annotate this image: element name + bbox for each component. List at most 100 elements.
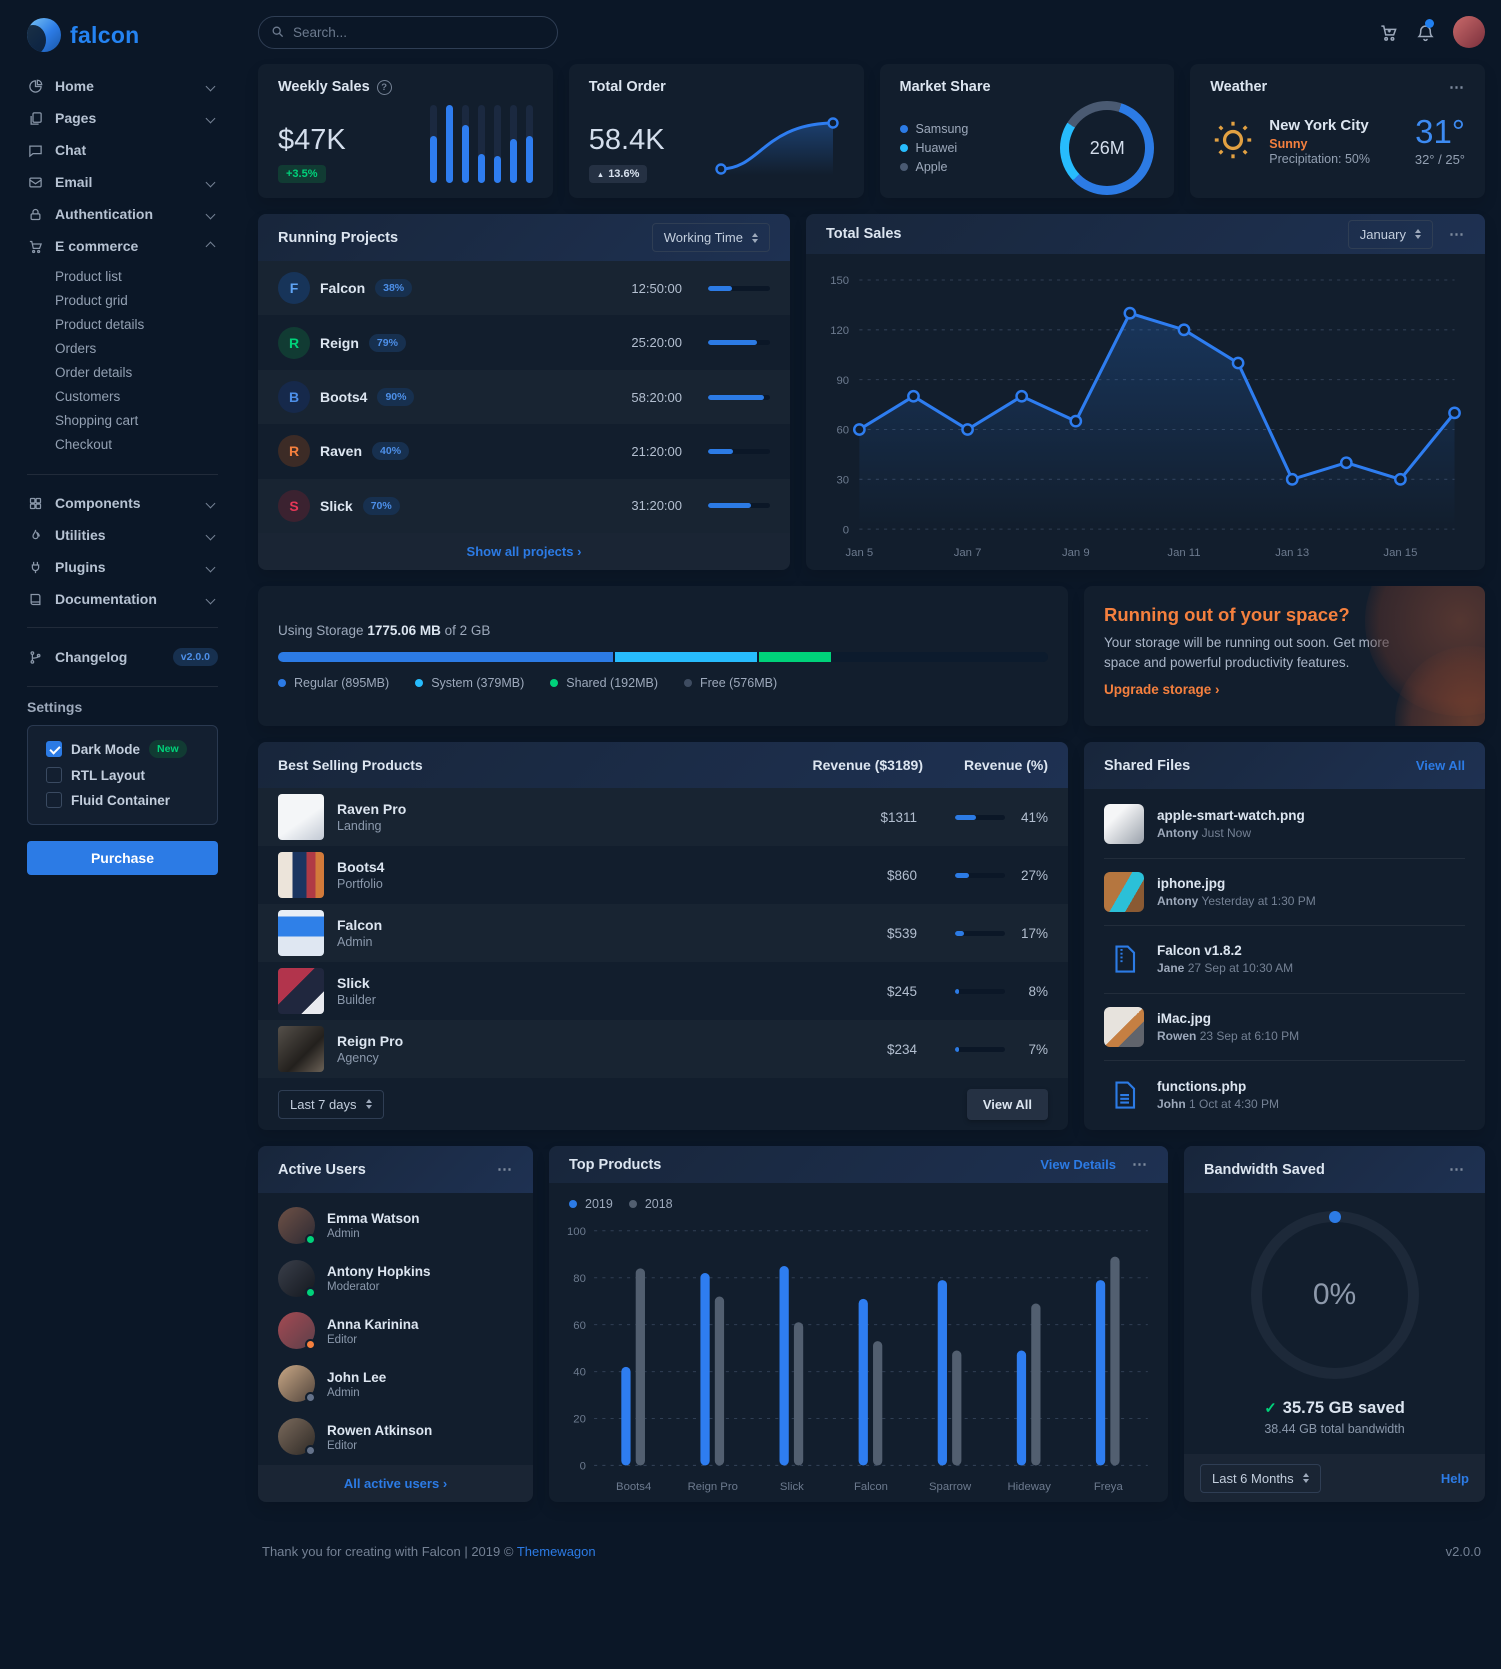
user-name[interactable]: Anna Karinina [327, 1316, 419, 1332]
project-name[interactable]: Reign [320, 334, 359, 351]
product-revenue: $234 [886, 1041, 917, 1057]
card-title: Active Users [278, 1161, 366, 1178]
project-name[interactable]: Raven [320, 443, 363, 460]
cart-plus-icon[interactable] [1379, 23, 1398, 42]
card-menu-dots[interactable]: ⋯ [1449, 78, 1465, 96]
user-list: Emma Watson Admin Antony Hopkins Moderator… [258, 1193, 533, 1465]
svg-text:30: 30 [836, 475, 849, 487]
user-name[interactable]: John Lee [327, 1369, 387, 1385]
sidebar-item-product-list[interactable]: Product list [55, 268, 122, 284]
file-row[interactable]: apple-smart-watch.png Antony Just Now [1104, 791, 1465, 859]
sidebar-item-home[interactable]: Home [27, 70, 218, 102]
card-title: Bandwidth Saved [1204, 1161, 1325, 1178]
all-active-users-link[interactable]: All active users › [258, 1465, 533, 1502]
sidebar-item-product-grid[interactable]: Product grid [55, 292, 128, 308]
sidebar-item-plugins[interactable]: Plugins [27, 551, 218, 583]
sidebar-item-shopping-cart[interactable]: Shopping cart [55, 412, 139, 428]
purchase-button[interactable]: Purchase [27, 841, 218, 875]
sidebar-item-order-details[interactable]: Order details [55, 364, 133, 380]
option-label: Dark Mode [71, 741, 141, 757]
view-details-link[interactable]: View Details [1040, 1157, 1116, 1173]
product-name[interactable]: Reign Pro [337, 1033, 404, 1049]
project-name[interactable]: Slick [320, 497, 353, 514]
sidebar-item-product-details[interactable]: Product details [55, 316, 145, 332]
file-row[interactable]: iphone.jpg Antony Yesterday at 1:30 PM [1104, 859, 1465, 927]
working-time-select[interactable]: Working Time [651, 223, 770, 252]
rtl-layout-checkbox[interactable] [46, 767, 62, 783]
sidebar-item-label: Components [55, 495, 141, 511]
svg-text:150: 150 [830, 275, 849, 287]
view-all-button[interactable]: View All [966, 1088, 1048, 1120]
help-icon[interactable]: ? [376, 79, 392, 95]
search-input[interactable] [258, 15, 558, 49]
market-share-card: Market Share Samsung Huawei Apple 26M [879, 64, 1175, 198]
sidebar-item-customers[interactable]: Customers [55, 388, 121, 404]
brand-logo[interactable]: falcon [27, 14, 218, 70]
card-menu-dots[interactable]: ⋯ [1449, 225, 1465, 243]
legend-dot [899, 125, 908, 133]
file-row[interactable]: functions.php John 1 Oct at 4:30 PM [1104, 1061, 1465, 1128]
topnav-actions [1379, 16, 1485, 48]
show-all-projects-link[interactable]: Show all projects › [258, 533, 790, 570]
month-select[interactable]: January [1347, 219, 1433, 249]
sidebar-item-pages[interactable]: Pages [27, 102, 218, 134]
sidebar-item-checkout[interactable]: Checkout [55, 436, 113, 452]
sidebar-item-authentication[interactable]: Authentication [27, 198, 218, 230]
sidebar-item-components[interactable]: Components [27, 487, 218, 519]
file-row[interactable]: iMac.jpg Rowen 23 Sep at 6:10 PM [1104, 994, 1465, 1062]
product-name[interactable]: Falcon [337, 917, 383, 933]
file-row[interactable]: Falcon v1.8.2 Jane 27 Sep at 10:30 AM [1104, 926, 1465, 994]
user-name[interactable]: Rowen Atkinson [327, 1422, 433, 1438]
file-user: Antony [1157, 893, 1199, 908]
project-progress-bar [708, 394, 770, 400]
upgrade-storage-link[interactable]: Upgrade storage › [1104, 682, 1220, 698]
card-menu-dots[interactable]: ⋯ [1449, 1161, 1465, 1178]
sidebar-item-chat[interactable]: Chat [27, 134, 218, 166]
dark-mode-checkbox[interactable] [46, 741, 62, 757]
envelope-icon [27, 175, 44, 190]
product-name[interactable]: Boots4 [337, 859, 385, 875]
project-name[interactable]: Boots4 [320, 389, 368, 406]
themewagon-link[interactable]: Themewagon [516, 1544, 596, 1559]
product-name[interactable]: Raven Pro [337, 801, 407, 817]
project-name[interactable]: Falcon [320, 280, 366, 297]
fluid-container-checkbox[interactable] [46, 792, 62, 808]
sidebar-item-orders[interactable]: Orders [55, 340, 97, 356]
legend-item: System (379MB) [415, 676, 524, 690]
view-all-link[interactable]: View All [1415, 758, 1465, 773]
date-range-select[interactable]: Last 7 days [278, 1089, 384, 1119]
gauge-progress-dot [1328, 1211, 1341, 1223]
card-menu-dots[interactable]: ⋯ [1132, 1156, 1148, 1174]
project-time: 25:20:00 [631, 335, 682, 351]
sidebar-item-documentation[interactable]: Documentation [27, 583, 218, 615]
user-avatar[interactable] [1453, 16, 1485, 48]
project-percent-badge: 79% [368, 333, 406, 352]
sidebar-item-utilities[interactable]: Utilities [27, 519, 218, 551]
project-percent-badge: 70% [362, 496, 400, 515]
user-name[interactable]: Antony Hopkins [327, 1264, 431, 1280]
help-link[interactable]: Help [1440, 1470, 1469, 1486]
sidebar-item-changelog[interactable]: Changelog v2.0.0 [27, 640, 218, 674]
product-percent: 8% [1028, 983, 1048, 999]
sidebar: falcon Home Pages Chat Email Authenticat… [0, 0, 242, 1669]
shared-files-card: Shared Files View All apple-smart-watch.… [1084, 742, 1485, 1130]
user-role: Moderator [327, 1281, 380, 1294]
product-name[interactable]: Slick [337, 975, 370, 991]
bandwidth-percent: 0% [1312, 1278, 1357, 1311]
project-progress-bar [708, 448, 770, 454]
weather-precipitation: Precipitation: 50% [1269, 151, 1371, 166]
project-list: F Falcon 38% 12:50:00 R Reign 79% 25:20:00 B… [258, 261, 790, 533]
list-item: Rowen Atkinson Editor [258, 1410, 533, 1463]
top-products-legend: 2019 2018 [549, 1183, 1168, 1211]
weekly-sales-value: $47K [278, 124, 346, 157]
user-name[interactable]: Emma Watson [327, 1211, 420, 1227]
bell-icon[interactable] [1416, 18, 1435, 42]
svg-text:Reign Pro: Reign Pro [688, 1481, 738, 1493]
sidebar-item-ecommerce[interactable]: E commerce [27, 230, 218, 262]
card-menu-dots[interactable]: ⋯ [497, 1161, 513, 1178]
sidebar-item-email[interactable]: Email [27, 166, 218, 198]
table-row: Reign Pro Agency $234 7% [258, 1020, 1068, 1078]
period-select[interactable]: Last 6 Months [1200, 1463, 1321, 1493]
user-role: Editor [327, 1439, 358, 1452]
total-order-badge: ▲ 13.6% [588, 165, 648, 183]
